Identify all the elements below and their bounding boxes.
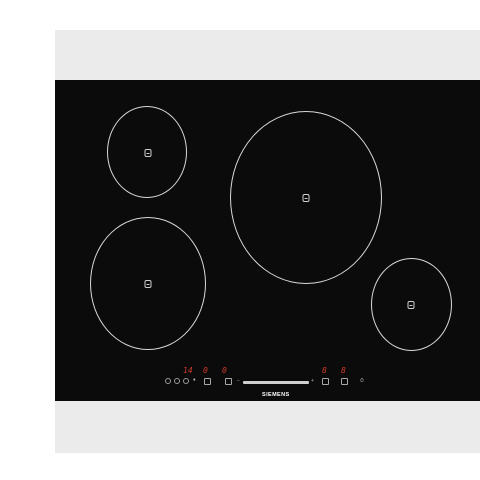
display-left-power: 14 (183, 366, 193, 375)
timer-icon[interactable] (183, 378, 189, 384)
zone-marker-icon (144, 149, 152, 157)
zone-select-button[interactable] (341, 378, 348, 385)
cooking-zone-front-right[interactable] (371, 258, 452, 351)
zone-select-button[interactable] (225, 378, 232, 385)
cooking-zone-center[interactable] (230, 111, 382, 284)
brand-logo: SIEMENS (262, 392, 290, 398)
display-rear-left: 0 (203, 366, 208, 375)
lock-icon[interactable] (174, 378, 180, 384)
zone-select-button[interactable] (322, 378, 329, 385)
wipe-icon[interactable]: ♦ (193, 377, 196, 383)
timer-function-icon[interactable]: ⏱ (360, 378, 364, 384)
display-center: 8 (322, 366, 327, 375)
power-slider[interactable] (243, 381, 309, 384)
zone-marker-icon (302, 194, 310, 202)
plus-icon[interactable]: + (311, 378, 314, 384)
zone-marker-icon (144, 280, 152, 288)
cooking-zone-front-left[interactable] (90, 217, 206, 350)
display-front-left: 0 (222, 366, 227, 375)
zone-marker-icon (407, 301, 415, 309)
power-icon[interactable] (165, 378, 171, 384)
cooking-zone-rear-left[interactable] (107, 106, 187, 198)
zone-select-button[interactable] (204, 378, 211, 385)
display-front-right: 8 (341, 366, 346, 375)
minus-icon[interactable]: − (237, 378, 240, 384)
